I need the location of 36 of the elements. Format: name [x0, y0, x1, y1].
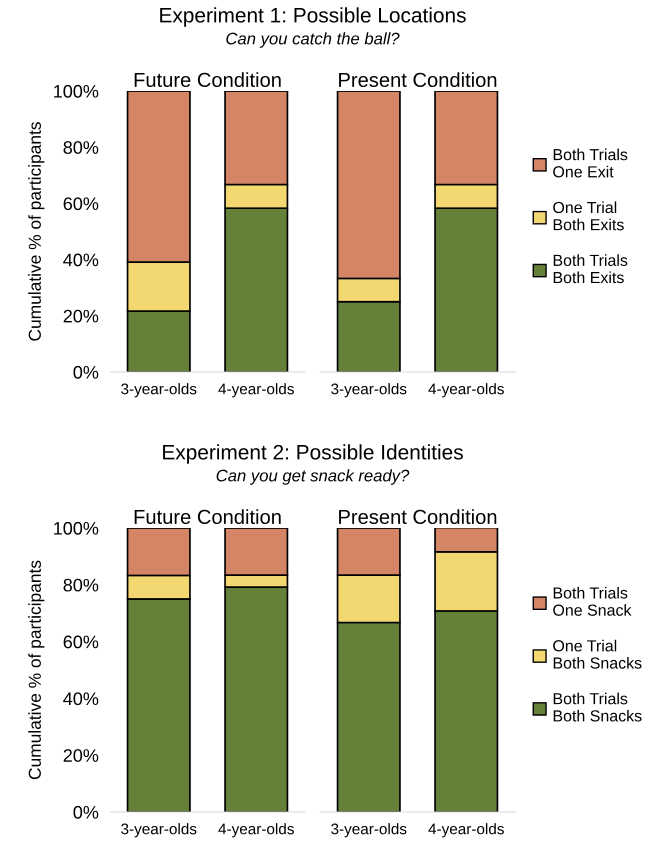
x-tick-label: 3-year-olds: [121, 823, 196, 838]
chart-title: Present Condition: [339, 509, 496, 524]
y-tick-label: 60%: [64, 197, 98, 210]
chart-title: Present Condition: [339, 72, 496, 88]
y-tick-label: 20%: [64, 310, 98, 323]
text: Can you catch the ball?: [226, 32, 400, 48]
chart-title: Future Condition: [134, 509, 281, 524]
y-tick-label: 80%: [64, 578, 98, 592]
x-tick-label: 4-year-olds: [428, 383, 504, 398]
text: Can you get snack ready?: [216, 469, 410, 485]
text: Experiment 2: Possible Identities: [163, 444, 463, 464]
x-tick-label: 3-year-olds: [331, 823, 406, 838]
y-tick-label: 0%: [74, 366, 98, 379]
text: Experiment 1: Possible Locations: [160, 7, 466, 27]
y-tick-label: 60%: [64, 636, 98, 648]
x-tick-label: 3-year-olds: [121, 383, 196, 398]
x-tick-label: 4-year-olds: [428, 823, 504, 838]
x-tick-label: 3-year-olds: [331, 383, 406, 398]
legend-label: Both Trials Both Exits: [554, 254, 628, 284]
legend-label: One Trial Both Snacks: [553, 640, 642, 669]
legend-label: Both Trials One Snack: [553, 586, 632, 616]
y-tick-label: 80%: [64, 141, 98, 154]
chart-title: Future Condition: [134, 72, 281, 88]
legend-label: Both Trials Both Snacks: [554, 692, 642, 722]
y-axis-title: Cumulative % of participants: [28, 122, 44, 341]
y-tick-label: 40%: [63, 254, 98, 266]
legend-label: Both Trials One Exit: [553, 148, 628, 178]
y-tick-label: 20%: [64, 749, 98, 762]
y-tick-label: 0%: [74, 806, 98, 819]
y-tick-label: 100%: [54, 84, 98, 98]
y-axis-title: Cumulative % of participants: [28, 560, 44, 780]
y-tick-label: 100%: [54, 522, 98, 535]
y-tick-label: 40%: [63, 692, 98, 706]
x-tick-label: 4-year-olds: [218, 823, 294, 838]
x-tick-label: 4-year-olds: [218, 383, 294, 398]
legend-label: One Trial Both Exits: [553, 201, 624, 230]
